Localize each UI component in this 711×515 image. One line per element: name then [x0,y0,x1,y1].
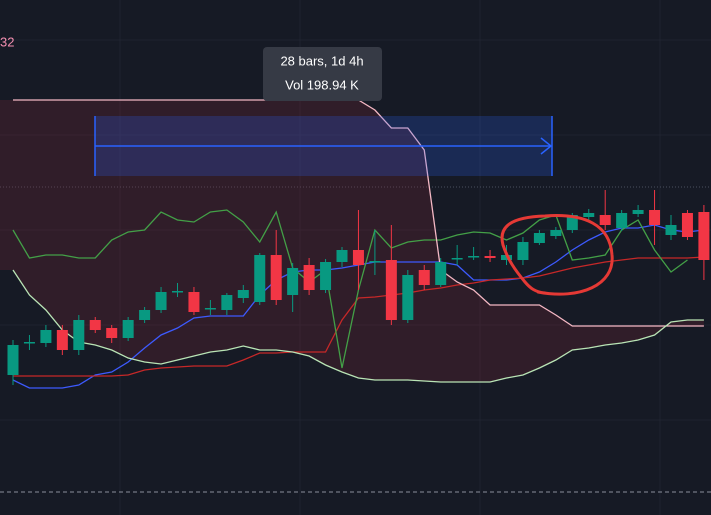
candle-body [583,213,595,217]
candle-body [336,250,348,262]
candle-body [599,215,611,225]
candle-body [681,213,693,237]
candle-body [385,260,397,320]
candle-body [254,255,266,302]
corner-value: 32 [0,34,14,49]
candle-body [188,292,200,312]
tooltip-text: 28 bars, 1d 4h [280,53,363,68]
candle-body [122,320,134,338]
candle-body [418,270,430,285]
candle-body [7,345,19,375]
indicator-line [13,256,704,377]
indicator-line [12,209,688,369]
candle-body [270,255,282,300]
candle-body [221,295,233,310]
candle-body [40,330,52,343]
candle-body [402,275,414,320]
candle-body [320,262,332,290]
candle-body [89,320,101,330]
candle-body [698,212,710,260]
candle-body [352,250,364,265]
candle-body [56,330,68,350]
candle-body [155,292,167,310]
candle-body [616,213,628,228]
candle-body [106,328,118,338]
candle-body [665,225,677,235]
candle-body [369,261,381,263]
candle-body [649,210,661,225]
candle-body [172,291,183,293]
indicator-line [12,269,704,383]
candle-body [550,230,562,236]
candle-body [204,308,216,310]
candle-body [23,342,35,344]
candle-body [287,268,299,295]
candle-body [468,256,480,258]
range-measure [94,116,553,176]
candle-body [566,215,578,230]
tooltip-box [263,47,382,101]
cloud-fill [0,100,704,382]
arrow-head [540,137,553,155]
candle-body [435,262,447,285]
candle-body [73,320,85,350]
tooltip-text: Vol 198.94 K [285,77,359,92]
tooltip: 28 bars, 1d 4h Vol 198.94 K [263,47,382,101]
candle-body [139,310,151,320]
candle-body [484,256,496,258]
hand-drawn-circle [500,214,614,296]
candle-body [517,242,529,260]
candle-body [451,258,463,260]
candle-body [303,265,315,290]
candle-body [237,290,249,298]
plot-area [0,99,710,389]
candle-body [501,255,512,260]
candle-body [533,233,545,243]
candle-body [632,210,644,214]
